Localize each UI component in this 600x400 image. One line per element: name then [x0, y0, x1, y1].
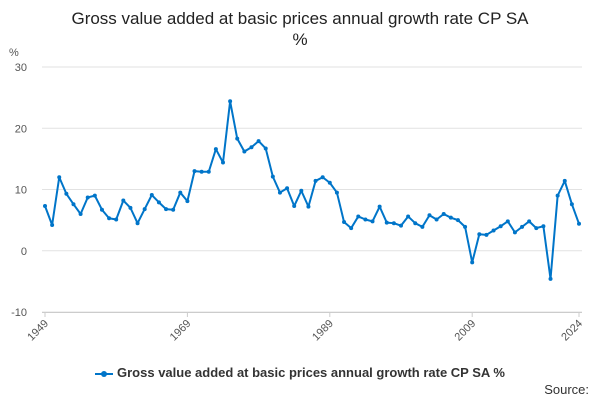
data-point — [142, 207, 147, 212]
data-point — [270, 174, 275, 179]
data-point — [377, 204, 382, 209]
data-point — [320, 175, 325, 180]
data-point — [463, 224, 468, 229]
data-point — [64, 191, 69, 196]
data-point — [427, 213, 432, 218]
legend-label: Gross value added at basic prices annual… — [117, 365, 505, 380]
data-point — [334, 190, 339, 195]
data-point — [43, 204, 47, 209]
data-point — [228, 99, 233, 104]
legend[interactable]: Gross value added at basic prices annual… — [0, 365, 600, 380]
data-point — [569, 202, 574, 207]
data-point — [313, 178, 318, 183]
data-point — [156, 200, 161, 205]
data-point — [349, 226, 354, 231]
data-point — [548, 276, 553, 281]
data-point — [384, 220, 389, 225]
data-point — [391, 221, 396, 226]
data-point — [128, 205, 133, 210]
data-point — [121, 198, 126, 203]
data-point — [534, 226, 539, 231]
data-point — [577, 221, 581, 226]
data-point — [135, 221, 140, 226]
data-point — [342, 219, 347, 224]
data-point — [413, 221, 418, 226]
data-point — [206, 169, 211, 174]
y-tick-label: -10 — [11, 307, 27, 319]
data-point — [221, 160, 225, 165]
data-point — [99, 207, 104, 212]
data-point — [399, 223, 403, 228]
chart-title: Gross value added at basic prices annual… — [0, 8, 600, 50]
data-point — [448, 215, 453, 220]
y-tick-label: 10 — [15, 185, 27, 197]
source-label: Source: — [544, 382, 589, 397]
y-tick-label: 20 — [15, 123, 27, 135]
data-point — [441, 212, 446, 216]
data-point — [285, 186, 290, 191]
data-point — [512, 230, 517, 235]
data-point — [78, 212, 83, 216]
data-point — [455, 218, 460, 223]
data-point — [242, 149, 247, 154]
data-point — [185, 199, 190, 204]
x-tick-label: 2009 — [453, 318, 479, 344]
data-point — [199, 169, 204, 174]
x-tick-label: 2024 — [559, 318, 585, 344]
data-point — [363, 217, 368, 222]
data-point — [164, 207, 169, 212]
data-point — [114, 217, 119, 222]
data-point — [541, 224, 546, 229]
data-point — [477, 232, 482, 237]
data-point — [249, 145, 254, 150]
data-point — [213, 147, 218, 152]
data-point — [277, 190, 282, 195]
data-point — [520, 224, 525, 229]
data-point — [171, 207, 176, 212]
legend-marker — [95, 370, 114, 377]
data-point — [85, 195, 90, 200]
title-line-1: Gross value added at basic prices annual… — [71, 9, 529, 28]
data-point — [370, 219, 375, 224]
data-point — [527, 219, 532, 224]
data-point — [71, 202, 76, 207]
data-point — [92, 193, 97, 198]
data-point — [263, 146, 268, 151]
data-point — [420, 224, 425, 229]
data-point — [235, 136, 240, 141]
series-line — [44, 100, 580, 280]
y-tick-label: 0 — [21, 246, 27, 258]
title-line-2: % — [292, 30, 308, 49]
data-point — [327, 180, 332, 185]
y-tick-label: 30 — [15, 62, 27, 74]
data-point — [57, 175, 62, 180]
x-tick-label: 1949 — [25, 318, 51, 344]
data-point — [555, 193, 560, 198]
data-point — [470, 260, 475, 265]
data-point — [491, 228, 496, 233]
data-point — [299, 188, 304, 193]
data-point — [505, 219, 510, 224]
data-point — [562, 178, 567, 183]
data-point — [306, 204, 311, 209]
data-point — [107, 216, 112, 221]
data-point — [192, 169, 197, 174]
data-point — [406, 214, 411, 219]
data-point — [256, 139, 261, 144]
data-point — [484, 232, 489, 237]
data-point — [356, 214, 361, 219]
y-axis-label: % — [9, 47, 19, 59]
data-point — [434, 217, 439, 222]
x-tick-label: 1989 — [310, 318, 336, 344]
data-point — [149, 193, 154, 198]
data-point — [50, 223, 55, 228]
data-point — [498, 224, 503, 229]
data-point — [178, 190, 183, 195]
data-point — [292, 204, 297, 209]
x-tick-label: 1969 — [168, 318, 194, 344]
